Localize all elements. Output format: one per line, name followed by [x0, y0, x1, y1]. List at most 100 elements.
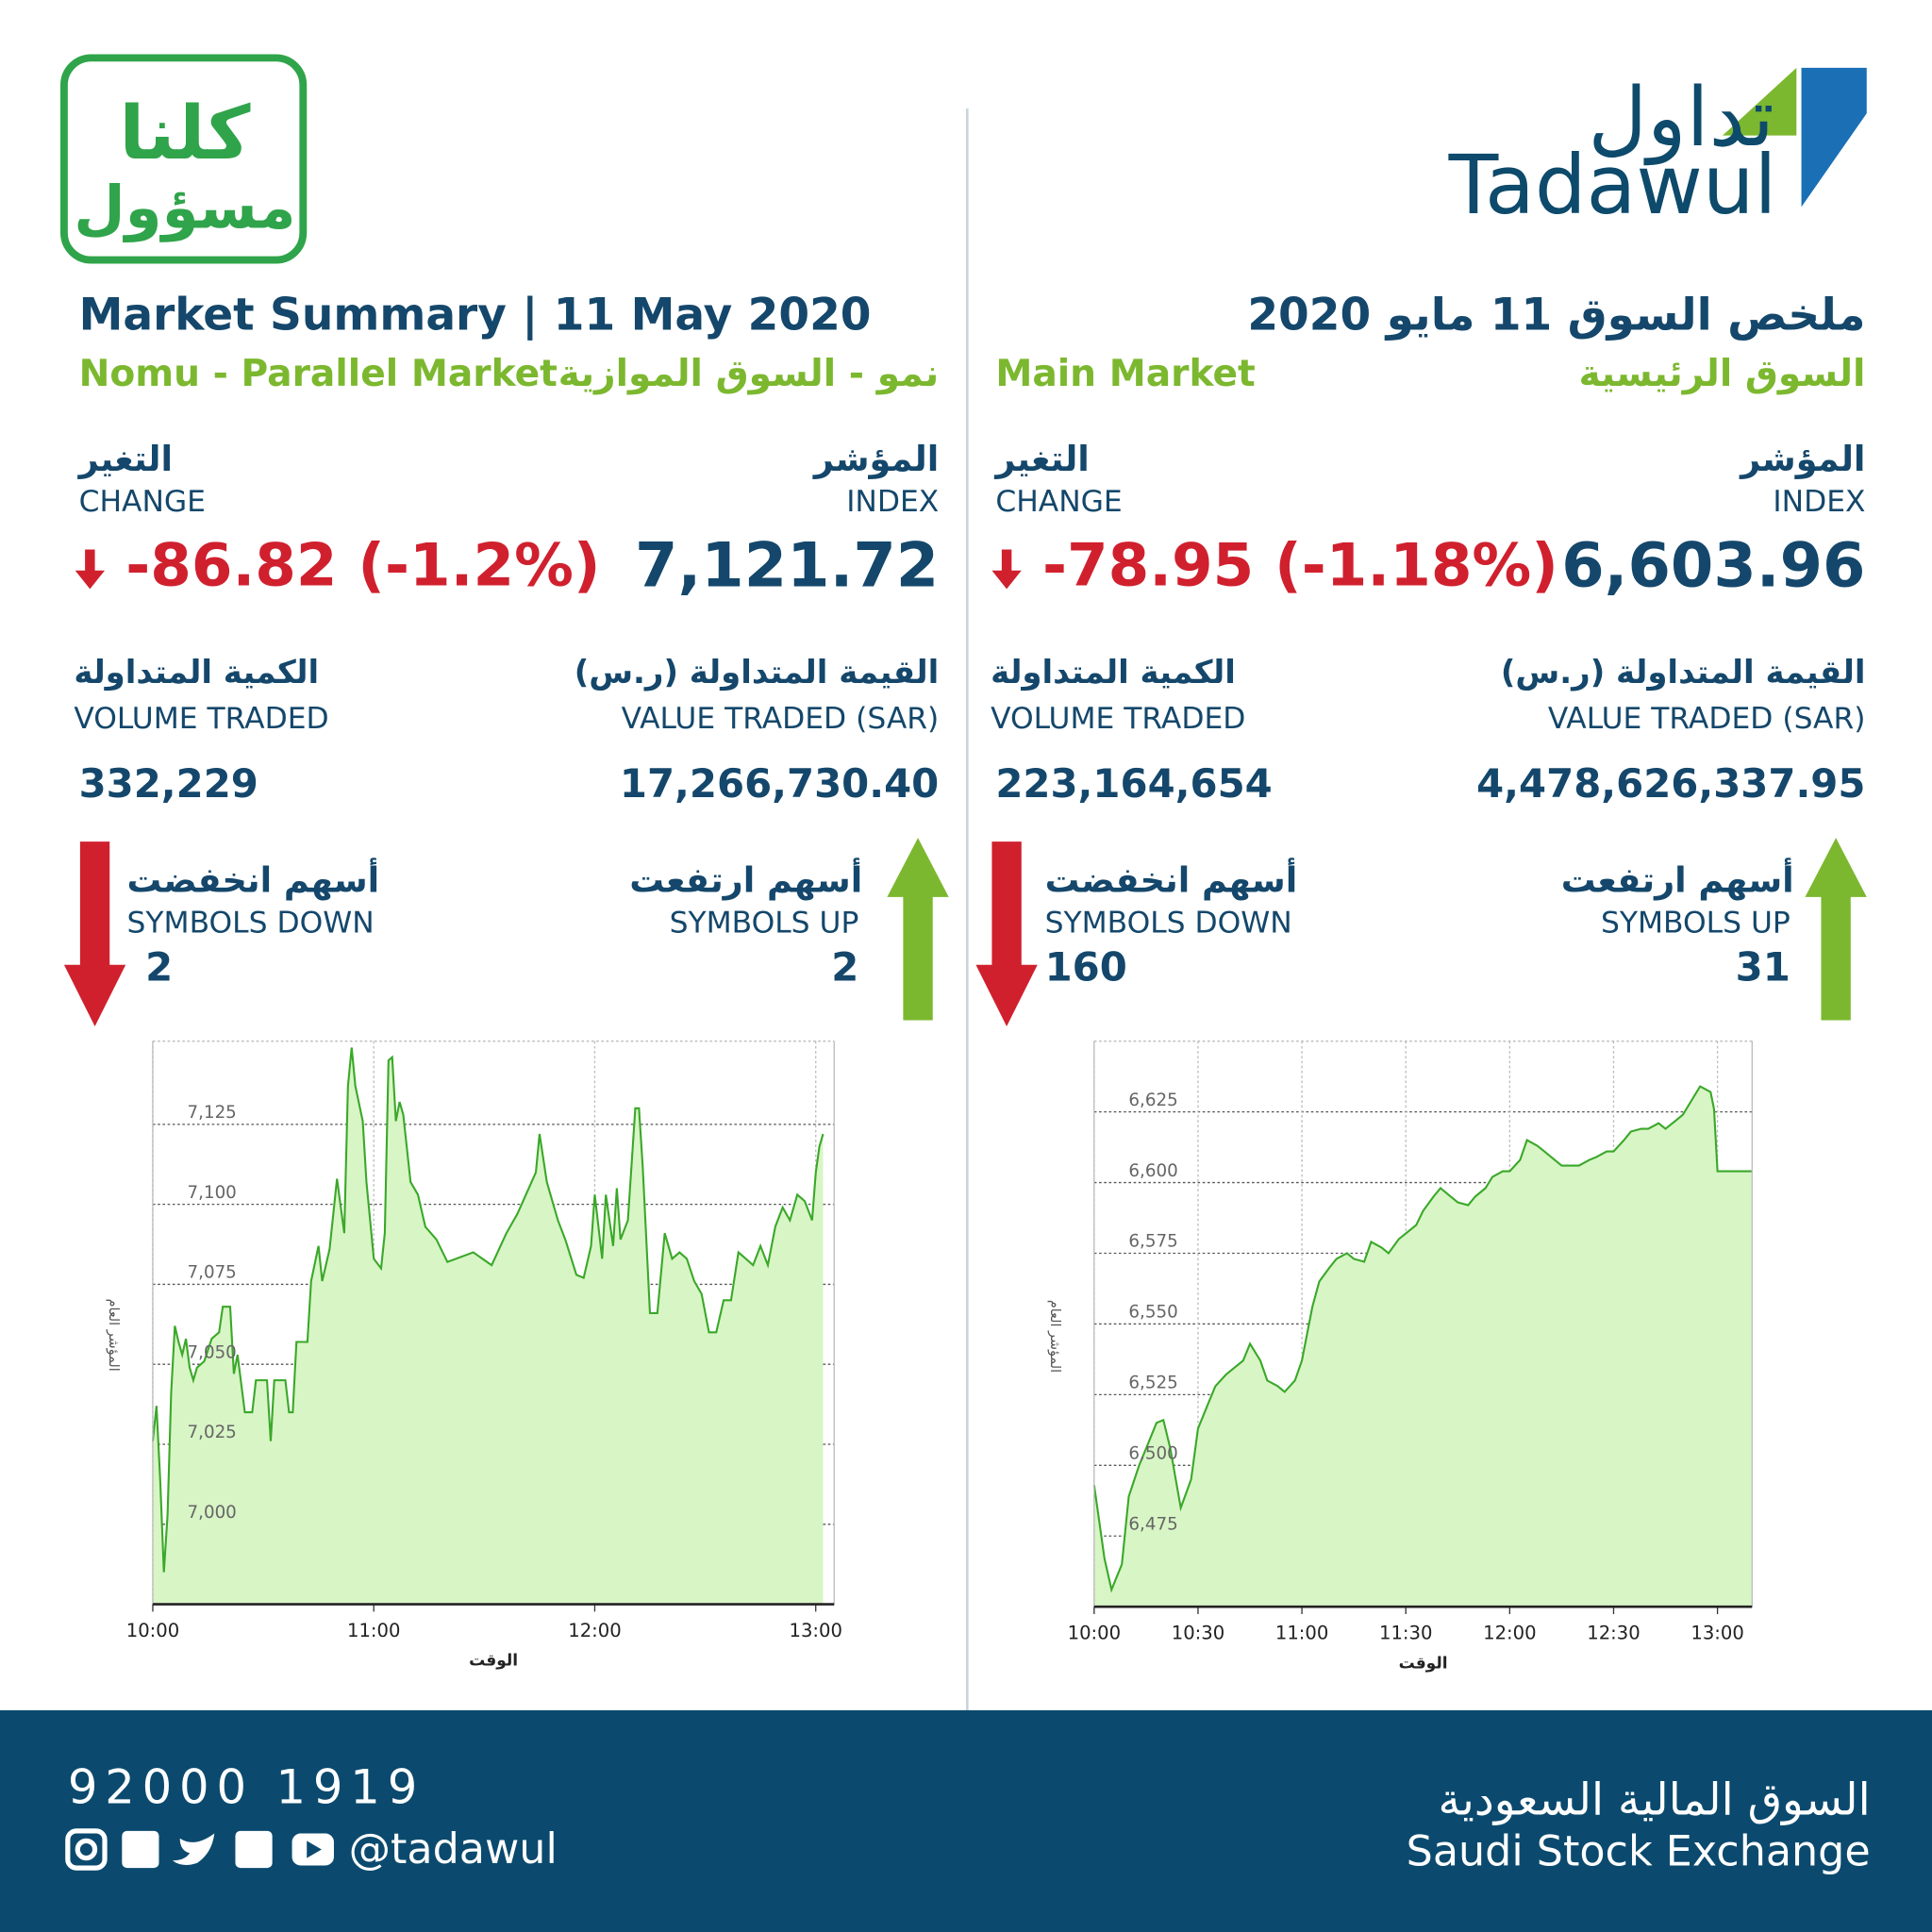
exchange-ar: السوق المالية السعودية: [1439, 1774, 1871, 1825]
change-label-ar: التغير: [993, 439, 1090, 479]
area: [1093, 1086, 1753, 1607]
down: 160: [1045, 943, 1127, 990]
y-axis-label: المؤشر العام: [1047, 1300, 1062, 1373]
down-label-ar: أسهم انخفضت: [1045, 858, 1298, 901]
x-tick-label: 13:00: [1690, 1622, 1743, 1643]
line: [151, 1047, 824, 1573]
x-tick-label: 10:00: [1068, 1622, 1121, 1643]
y-tick-label: 6,500: [1128, 1444, 1177, 1464]
footer: [0, 1709, 1932, 1932]
x-tick-label: 12:30: [1587, 1622, 1640, 1643]
arrow-down: [975, 841, 1038, 1026]
x-tick-label: 10:30: [1172, 1622, 1224, 1643]
value: 4,478,626,337.95: [1476, 760, 1865, 807]
up-label-ar: أسهم ارتفعت: [629, 858, 862, 901]
up-label-en: SYMBOLS UP: [670, 907, 859, 941]
handle: @tadawul: [349, 1825, 558, 1874]
volume-label-ar: الكمية المتداولة: [991, 654, 1236, 691]
change-arrow: [991, 549, 1022, 590]
arrow-down: [63, 841, 126, 1026]
title-ar: ملخص السوق 11 مايو 2020: [1247, 289, 1865, 341]
icon-twitter[interactable]: [172, 1833, 215, 1865]
index-label-en: INDEX: [846, 485, 939, 519]
volume-label-ar: الكمية المتداولة: [74, 654, 319, 691]
y-tick-label: 6,525: [1128, 1374, 1177, 1393]
logo-blue: [1801, 67, 1867, 208]
icon-facebook[interactable]: [235, 1830, 273, 1869]
down-label-en: SYMBOLS DOWN: [127, 907, 375, 941]
index-label-ar: المؤشر: [1739, 439, 1865, 479]
market-name-ar: نمو - السوق الموازية: [558, 353, 940, 395]
logo-green: [1722, 67, 1797, 136]
volume: 332,229: [79, 760, 258, 807]
x-axis-label: الوقت: [1399, 1654, 1448, 1673]
x-tick-label: 12:00: [568, 1620, 621, 1641]
x-tick-label: 11:00: [347, 1620, 400, 1641]
area: [152, 1047, 824, 1605]
x-tick-label: 12:00: [1483, 1622, 1536, 1643]
campaign-logo-frame: [60, 54, 308, 264]
value-label-en: VALUE TRADED (SAR): [1548, 702, 1866, 736]
down-label-ar: أسهم انخفضت: [127, 858, 380, 901]
y-tick-label: 6,550: [1128, 1303, 1177, 1323]
x-tick-label: 10:00: [126, 1620, 179, 1641]
icon-instagram-lens: [75, 1838, 98, 1861]
x-tick-label: 11:30: [1379, 1622, 1432, 1643]
down-label-en: SYMBOLS DOWN: [1045, 907, 1292, 941]
change-arrow: [75, 549, 106, 590]
y-tick-label: 7,100: [188, 1183, 237, 1203]
up: 2: [831, 943, 858, 990]
campaign-logo-text: كلنا: [119, 91, 250, 176]
market-name-en: Nomu - Parallel Market: [79, 353, 558, 395]
value-label-ar: القيمة المتداولة (ر.س): [1501, 654, 1866, 691]
market-name-ar: السوق الرئيسية: [1578, 353, 1865, 395]
change-label-ar: التغير: [77, 439, 174, 479]
volume-label-en: VOLUME TRADED: [991, 702, 1245, 736]
line: [1092, 1085, 1753, 1593]
exchange-en: Saudi Stock Exchange: [1407, 1828, 1871, 1876]
x-tick-label: 13:00: [790, 1620, 842, 1641]
volume: 223,164,654: [995, 760, 1272, 807]
change-label-en: CHANGE: [995, 485, 1122, 519]
change-label-en: CHANGE: [79, 485, 206, 519]
up-label-ar: أسهم ارتفعت: [1561, 858, 1794, 901]
change: -86.82 (-1.2%): [125, 531, 600, 600]
index: 7,121.72: [635, 529, 939, 601]
up-label-en: SYMBOLS UP: [1601, 907, 1790, 941]
index-label-ar: المؤشر: [812, 439, 939, 479]
arrow-up: [1805, 838, 1867, 1021]
y-tick-label: 6,475: [1128, 1514, 1177, 1534]
icon-instagram[interactable]: [65, 1828, 108, 1871]
x-tick-label: 11:00: [1275, 1622, 1328, 1643]
y-tick-label: 6,625: [1128, 1091, 1177, 1110]
y-tick-label: 7,000: [188, 1503, 237, 1523]
phone: 92000 1919: [68, 1759, 425, 1814]
volume-label-en: VOLUME TRADED: [74, 702, 328, 736]
index-label-en: INDEX: [1773, 485, 1865, 519]
y-tick-label: 7,025: [188, 1423, 237, 1442]
value: 17,266,730.40: [620, 760, 939, 807]
y-tick-label: 7,050: [188, 1342, 237, 1362]
y-tick-label: 6,600: [1128, 1161, 1177, 1181]
icon-youtube-play: [307, 1840, 322, 1858]
title-en: Market Summary | 11 May 2020: [79, 289, 872, 341]
logo-ar: تداول: [1588, 71, 1774, 165]
y-tick-label: 7,075: [188, 1263, 237, 1283]
icon-linkedin[interactable]: [122, 1830, 159, 1869]
index: 6,603.96: [1561, 529, 1865, 601]
campaign-logo-text: مسؤول: [74, 174, 295, 243]
up: 31: [1736, 943, 1790, 990]
y-axis-label: المؤشر العام: [106, 1299, 121, 1372]
change: -78.95 (-1.18%): [1042, 531, 1558, 600]
x-axis-label: الوقت: [469, 1652, 518, 1671]
arrow-up: [887, 838, 949, 1021]
value-label-ar: القيمة المتداولة (ر.س): [575, 654, 940, 691]
down: 2: [145, 943, 173, 990]
logo-en: Tadawul: [1448, 139, 1777, 233]
y-tick-label: 7,125: [188, 1103, 237, 1123]
market-name-en: Main Market: [995, 353, 1255, 395]
value-label-en: VALUE TRADED (SAR): [622, 702, 940, 736]
y-tick-label: 6,575: [1128, 1232, 1177, 1252]
